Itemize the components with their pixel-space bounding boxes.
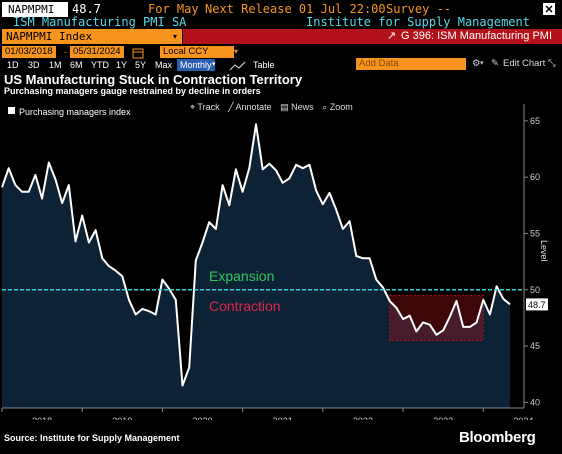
frequency-monthly[interactable]: Monthly (177, 59, 215, 71)
survey-label: Survey -- (386, 2, 452, 16)
close-icon[interactable] (540, 0, 558, 18)
table-button[interactable]: Table (253, 60, 275, 70)
range-3d[interactable]: 3D (28, 60, 40, 70)
x-tick-label: 2020 (193, 416, 213, 420)
series-area (2, 124, 510, 409)
x-tick-label: 2021 (273, 416, 293, 420)
x-tick-label: 2019 (112, 416, 132, 420)
news-button[interactable]: News (291, 102, 314, 112)
edit-chart-button[interactable]: Edit Chart (503, 58, 546, 69)
news-icon[interactable]: ▤ (280, 102, 289, 112)
contraction-annotation: Contraction (209, 298, 281, 314)
x-tick-label: 2023 (433, 416, 453, 420)
range-1y[interactable]: 1Y (116, 60, 128, 70)
range-max[interactable]: Max (155, 60, 173, 70)
last-value-tag (526, 298, 548, 311)
annotate-icon[interactable]: ╱ (228, 102, 234, 112)
y-tick-label: 65 (530, 116, 540, 126)
next-release-label: Next Release 01 Jul 22:00 (205, 2, 386, 16)
series-line[interactable] (1, 123, 511, 387)
bloomberg-logo: Bloomberg (459, 429, 536, 446)
x-tick-label: 2018 (32, 416, 52, 420)
source-name: Institute for Supply Management (306, 15, 530, 29)
y-axis-label: Level (539, 240, 549, 262)
series-name: ISM Manufacturing PMI SA (13, 15, 187, 29)
settings-icon[interactable]: ⚙ (472, 58, 481, 69)
y-tick-label: 55 (530, 228, 540, 238)
x-tick-label: 2024 (513, 416, 533, 420)
function-label: G 396: ISM Manufacturing PMI (401, 30, 553, 42)
range-1d[interactable]: 1D (7, 60, 19, 70)
last-value-tag-label: 48.7 (528, 300, 546, 310)
range-6m[interactable]: 6M (70, 60, 83, 70)
settings-dropdown-icon[interactable]: ▾ (480, 60, 484, 67)
y-tick-label: 60 (530, 172, 540, 182)
calendar-icon[interactable] (132, 46, 144, 59)
add-data-input[interactable]: Add Data (356, 58, 466, 70)
legend-label: Purchasing managers index (19, 107, 131, 117)
annotate-button[interactable]: Annotate (235, 102, 272, 112)
y-tick-label: 45 (530, 341, 540, 351)
y-tick-label: 40 (530, 397, 540, 407)
currency-dropdown-icon[interactable]: ▾ (234, 47, 239, 56)
expansion-annotation: Expansion (209, 268, 274, 284)
chart-title: US Manufacturing Stuck in Contraction Te… (4, 72, 303, 87)
ticker-label[interactable]: NAPMPMI (2, 2, 68, 17)
zoom-icon[interactable]: ⤡ (548, 58, 556, 69)
line-chart[interactable]: 2018 2019 2020 2021 2022 2023 2024 40 45 50 55 60 65… (0, 100, 562, 420)
line-chart-icon[interactable] (228, 59, 248, 71)
function-bar: ↗ G 396: ISM Manufacturing PMI (183, 29, 562, 44)
zoom-button[interactable]: Zoom (329, 102, 353, 112)
track-icon[interactable]: ⌖ (190, 102, 196, 112)
frequency-dropdown-icon[interactable]: ▾ (212, 61, 216, 68)
legend-swatch (8, 107, 15, 114)
currency-select[interactable]: Local CCY (160, 46, 234, 58)
x-tick-label: 2022 (353, 416, 373, 420)
last-value: 48.7 (72, 2, 101, 16)
period-label: For May (148, 2, 199, 16)
y-tick-label: 50 (530, 285, 540, 295)
export-icon[interactable]: ↗ (387, 30, 397, 42)
security-input[interactable]: NAPMPMI Index (2, 29, 168, 44)
end-date-field[interactable]: 05/31/2024 (70, 46, 124, 58)
edit-icon[interactable]: ✎ (491, 58, 499, 69)
range-1m[interactable]: 1M (49, 60, 62, 70)
range-5y[interactable]: 5Y (135, 60, 147, 70)
chart-subtitle: Purchasing managers gauge restrained by … (4, 86, 261, 96)
zoom-search-icon[interactable]: ⌕ (322, 102, 328, 112)
source-note: Source: Institute for Supply Management (4, 433, 180, 443)
chart-tools: ⌖ Track ╱ Annotate ▤ News ⌕ Zoom (190, 102, 353, 113)
track-button[interactable]: Track (197, 102, 220, 112)
range-ytd[interactable]: YTD (91, 60, 109, 70)
date-separator: - (64, 47, 67, 57)
start-date-field[interactable]: 01/03/2018 (2, 46, 56, 58)
security-dropdown-icon[interactable]: ▾ (168, 29, 182, 44)
